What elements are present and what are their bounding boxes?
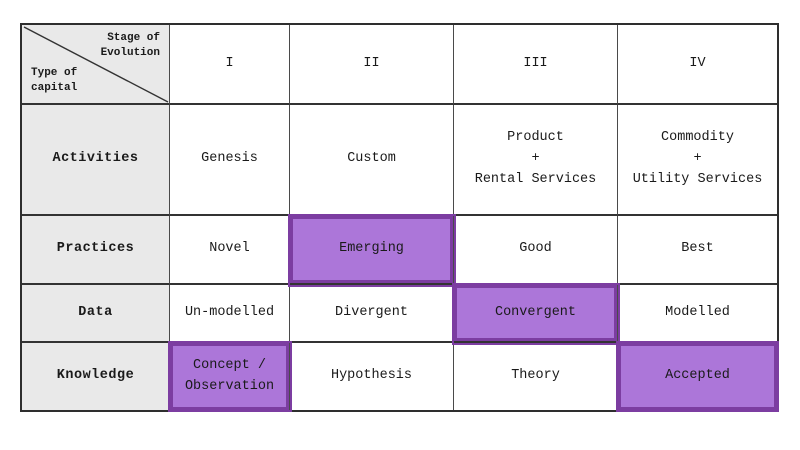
row-label-activities: Activities (22, 105, 170, 216)
cell-activities-stage-2: Custom (290, 105, 454, 216)
column-header-stage-2: II (290, 25, 454, 105)
cell-activities-stage-1: Genesis (170, 105, 290, 216)
cell-practices-stage-2: Emerging (290, 216, 454, 285)
cell-activities-stage-4: Commodity + Utility Services (618, 105, 777, 216)
cell-knowledge-stage-4: Accepted (618, 343, 777, 410)
corner-label-stage-of-evolution: Stage of Evolution (100, 32, 160, 59)
cell-knowledge-stage-1: Concept / Observation (170, 343, 290, 410)
cell-data-stage-2: Divergent (290, 285, 454, 343)
cell-data-stage-4: Modelled (618, 285, 777, 343)
column-header-stage-3: III (454, 25, 618, 105)
cell-knowledge-stage-3: Theory (454, 343, 618, 410)
evolution-matrix-table: Stage of Evolution Type of capital I II … (20, 23, 779, 412)
cell-knowledge-stage-2: Hypothesis (290, 343, 454, 410)
cell-practices-stage-1: Novel (170, 216, 290, 285)
cell-activities-stage-3: Product + Rental Services (454, 105, 618, 216)
column-header-stage-1: I (170, 25, 290, 105)
cell-practices-stage-4: Best (618, 216, 777, 285)
cell-data-stage-1: Un-modelled (170, 285, 290, 343)
row-label-data: Data (22, 285, 170, 343)
row-label-knowledge: Knowledge (22, 343, 170, 410)
diagonal-divider-line (23, 26, 169, 103)
cell-practices-stage-3: Good (454, 216, 618, 285)
row-label-practices: Practices (22, 216, 170, 285)
cell-data-stage-3: Convergent (454, 285, 618, 343)
corner-header-cell: Stage of Evolution Type of capital (22, 25, 170, 105)
corner-label-type-of-capital: Type of capital (31, 67, 78, 95)
column-header-stage-4: IV (618, 25, 777, 105)
